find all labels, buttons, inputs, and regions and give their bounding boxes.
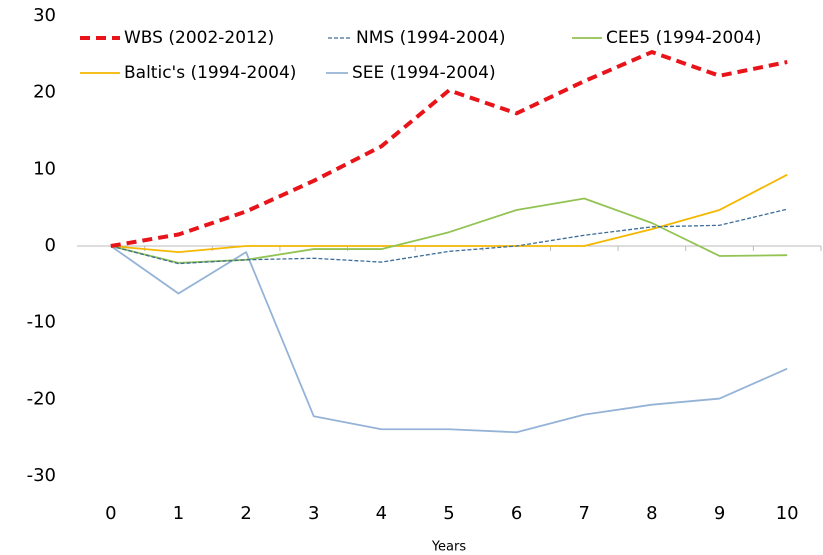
- y-tick-label: 20: [33, 82, 56, 103]
- x-tick-label: 6: [511, 503, 522, 524]
- legend-label: WBS (2002-2012): [124, 28, 274, 48]
- series-line: [110, 208, 788, 265]
- x-tick-label: 1: [173, 503, 184, 524]
- series-line: [110, 50, 788, 248]
- series-line: [110, 173, 788, 254]
- y-tick-label: 0: [45, 235, 56, 256]
- x-tick-label: 7: [579, 503, 590, 524]
- x-axis-label: Years: [431, 540, 467, 555]
- legend-label: SEE (1994-2004): [352, 63, 496, 83]
- x-tick-label: 10: [776, 503, 799, 524]
- y-tick-label: -30: [27, 465, 56, 486]
- x-tick-label: 4: [376, 503, 387, 524]
- x-tick-label: 3: [308, 503, 319, 524]
- series-line: [110, 197, 788, 264]
- x-tick-label: 8: [646, 503, 657, 524]
- legend-label: Baltic's (1994-2004): [124, 63, 296, 83]
- legend-label: NMS (1994-2004): [356, 28, 506, 48]
- y-tick-label: -20: [27, 388, 56, 409]
- x-tick-label: 5: [443, 503, 454, 524]
- legend-label: CEE5 (1994-2004): [606, 28, 762, 48]
- y-tick-label: -10: [27, 312, 56, 333]
- y-tick-label: 10: [33, 158, 56, 179]
- x-tick-label: 2: [240, 503, 251, 524]
- series-line: [110, 245, 788, 434]
- x-tick-label: 9: [714, 503, 725, 524]
- y-tick-label: 30: [33, 5, 56, 26]
- x-tick-label: 0: [105, 503, 116, 524]
